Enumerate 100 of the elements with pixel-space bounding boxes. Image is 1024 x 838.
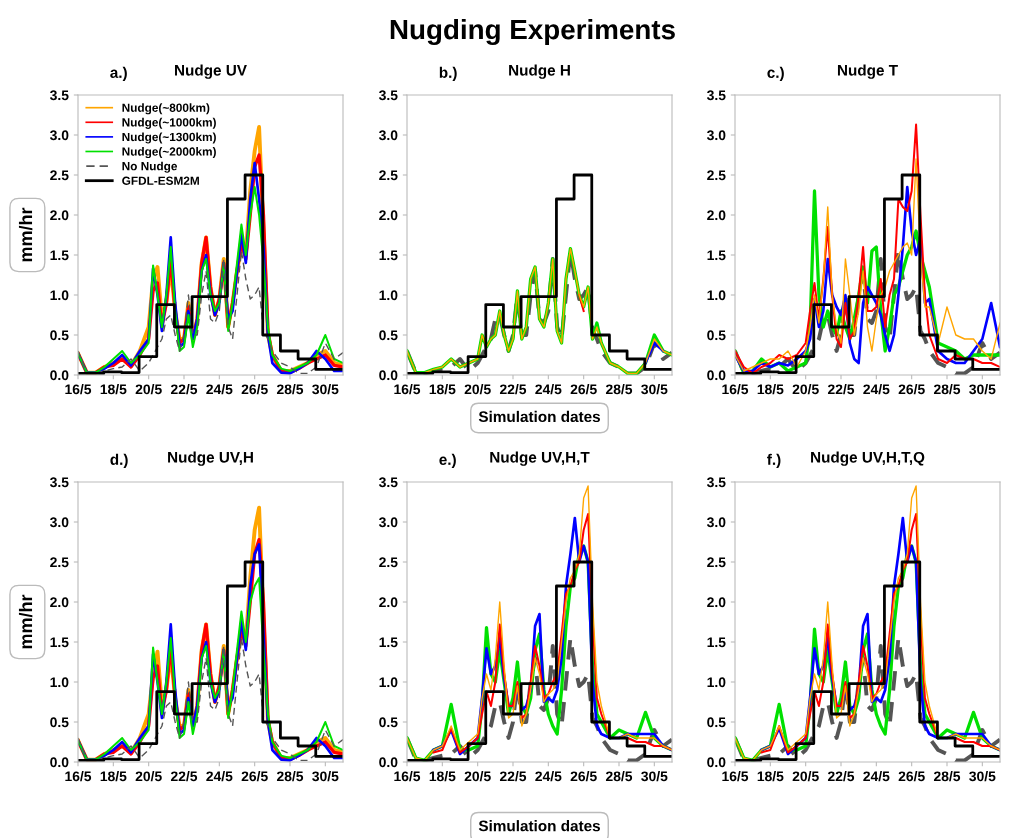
- x-tick-label: 20/5: [135, 771, 162, 782]
- y-tick-label: 2.0: [707, 597, 726, 608]
- y-tick-label: 0.0: [379, 757, 398, 768]
- y-tick-label: 2.0: [379, 210, 398, 221]
- x-tick-label: 30/5: [641, 771, 668, 782]
- y-tick-label: 1.5: [707, 250, 726, 261]
- y-tick-label: 3.0: [49, 517, 69, 528]
- y-tick-label: 1.5: [50, 637, 69, 648]
- y-tick-label: 0.5: [379, 330, 398, 341]
- y-tick-label: 1.0: [707, 677, 726, 688]
- y-tick-label: 2.5: [379, 170, 398, 181]
- x-tick-label: 18/5: [757, 771, 784, 782]
- x-tick-label: 26/5: [570, 384, 597, 395]
- x-tick-label: 28/5: [605, 384, 633, 395]
- chart-title: Nudge UV: [175, 64, 247, 79]
- y-tick-label: 1.5: [707, 637, 726, 648]
- x-tick-label: 22/5: [827, 384, 855, 395]
- x-tick-label: 24/5: [863, 384, 890, 395]
- y-tick-label: 3.5: [706, 90, 726, 101]
- y-tick-label: 2.5: [707, 557, 726, 568]
- chart-title: Nudge UV,H: [168, 451, 253, 466]
- x-tick-label: 26/5: [241, 771, 268, 782]
- y-tick-label: 2.0: [50, 210, 69, 221]
- y-tick-label: 1.5: [379, 250, 398, 261]
- y-tick-label: 3.0: [706, 130, 726, 141]
- y-tick-label: 1.0: [379, 677, 398, 688]
- x-tick-label: 28/5: [933, 771, 961, 782]
- x-tick-label: 26/5: [241, 384, 268, 395]
- x-tick-label: 20/5: [792, 771, 819, 782]
- y-tick-label: 2.5: [379, 557, 398, 568]
- y-tick-label: 0.0: [50, 370, 69, 381]
- y-tick-label: 3.0: [378, 517, 398, 528]
- x-tick-label: 20/5: [464, 771, 491, 782]
- x-tick-label: 18/5: [429, 771, 456, 782]
- chart-title: Nudge H: [509, 64, 570, 79]
- y-tick-label: 3.5: [49, 90, 69, 101]
- x-tick-label: 28/5: [605, 771, 633, 782]
- x-tick-label: 26/5: [570, 771, 597, 782]
- y-tick-label: 3.5: [706, 477, 726, 488]
- x-tick-label: 30/5: [312, 384, 339, 395]
- x-tick-label: 22/5: [827, 771, 855, 782]
- x-tick-label: 18/5: [100, 384, 127, 395]
- y-tick-label: 0.0: [707, 370, 726, 381]
- y-tick-label: 1.0: [707, 290, 726, 301]
- chart-title: Nudge UV,H,T,Q: [811, 451, 925, 466]
- y-tick-label: 1.5: [50, 250, 69, 261]
- y-tick-label: 3.5: [378, 477, 398, 488]
- x-tick-label: 26/5: [898, 384, 925, 395]
- text: d.): [110, 453, 128, 468]
- x-tick-label: 24/5: [535, 771, 562, 782]
- x-tick-label: 30/5: [969, 771, 996, 782]
- y-tick-label: 0.0: [379, 370, 398, 381]
- x-tick-label: 20/5: [792, 384, 819, 395]
- x-tick-label: 22/5: [170, 384, 198, 395]
- x-tick-label: 28/5: [276, 384, 304, 395]
- legend-label: Nudge(~1300km): [122, 132, 216, 144]
- y-tick-label: 3.5: [378, 90, 398, 101]
- x-tick-label: 24/5: [206, 384, 233, 395]
- y-tick-label: 2.5: [50, 557, 69, 568]
- x-tick-label: 18/5: [429, 384, 456, 395]
- x-tick-label: 16/5: [65, 771, 92, 782]
- x-tick-label: 16/5: [394, 771, 421, 782]
- text: c.): [767, 66, 784, 81]
- y-tick-label: 3.0: [49, 130, 69, 141]
- text: a.): [110, 66, 127, 81]
- y-tick-label: 3.0: [378, 130, 398, 141]
- x-tick-label: 30/5: [641, 384, 668, 395]
- chart-title: Nudge UV,H,T: [490, 451, 590, 466]
- x-tick-label: 24/5: [863, 771, 890, 782]
- text: Nugding Experiments: [390, 18, 675, 46]
- x-tick-label: 18/5: [100, 771, 127, 782]
- y-tick-label: 0.0: [707, 757, 726, 768]
- legend-label: GFDL-ESM2M: [122, 176, 199, 185]
- y-tick-label: 0.5: [707, 717, 726, 728]
- y-axis-title: mm/hr: [18, 207, 33, 262]
- y-tick-label: 2.0: [50, 597, 69, 608]
- text: e.): [439, 453, 456, 468]
- x-tick-label: 30/5: [312, 771, 339, 782]
- x-tick-label: 26/5: [898, 771, 925, 782]
- x-tick-label: 22/5: [170, 771, 198, 782]
- x-tick-label: 30/5: [969, 384, 996, 395]
- y-tick-label: 3.0: [706, 517, 726, 528]
- y-tick-label: 2.5: [707, 170, 726, 181]
- x-tick-label: 20/5: [135, 384, 162, 395]
- x-tick-label: 22/5: [499, 771, 527, 782]
- y-tick-label: 0.5: [707, 330, 726, 341]
- y-axis-title: mm/hr: [18, 594, 33, 649]
- legend-label: Nudge(~1000km): [122, 117, 216, 129]
- x-axis-title: Simulation dates: [478, 410, 600, 423]
- text: b.): [439, 66, 457, 81]
- x-tick-label: 16/5: [722, 771, 749, 782]
- y-tick-label: 0.5: [379, 717, 398, 728]
- y-tick-label: 1.0: [379, 290, 398, 301]
- legend-label: Nudge(~800km): [122, 103, 210, 115]
- x-tick-label: 24/5: [535, 384, 562, 395]
- y-tick-label: 2.5: [50, 170, 69, 181]
- y-tick-label: 1.0: [50, 677, 69, 688]
- y-tick-label: 0.5: [50, 717, 69, 728]
- y-tick-label: 1.0: [50, 290, 69, 301]
- text: f.): [767, 453, 781, 468]
